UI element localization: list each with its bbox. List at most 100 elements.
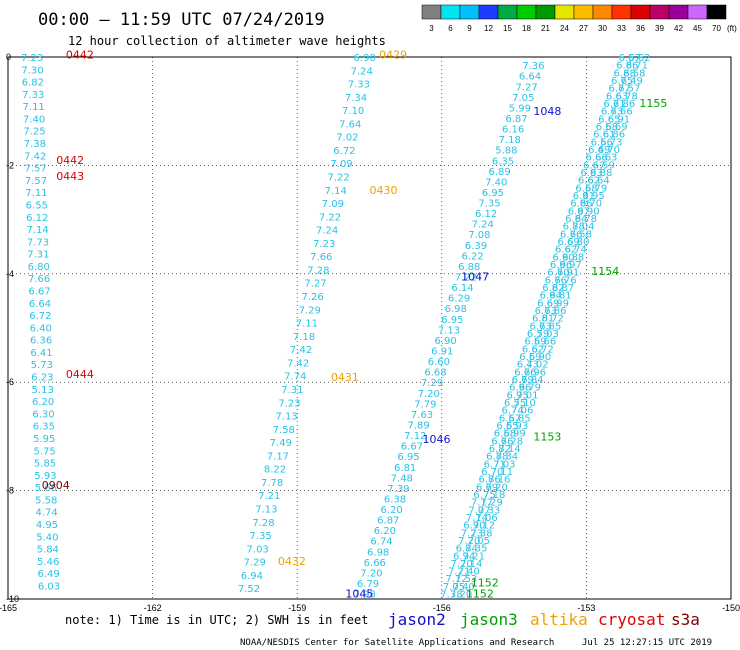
swh-point-jason3: 6.73: [529, 321, 551, 332]
time-label-jason3: 1152: [471, 577, 499, 590]
swh-point-jason3: 6.59: [519, 352, 541, 363]
swh-point-s3a: 6.67: [28, 287, 50, 298]
swh-point-altika: 7.13: [275, 412, 297, 423]
swh-point-altika: 7.10: [342, 106, 364, 117]
swh-point-jason3: 6.57: [499, 413, 521, 424]
colorbar-swatch: [421, 4, 442, 20]
time-label-jason3: 1154: [591, 265, 619, 278]
colorbar-label: 27: [579, 24, 588, 33]
swh-point-cryosat: 7.33: [478, 505, 500, 516]
swh-point-cryosat: 7.18: [483, 490, 505, 501]
swh-point-jason3: 6.58: [575, 183, 597, 194]
swh-point-jason3: 6.96: [550, 260, 572, 271]
swh-point-jason3: 7.17: [471, 498, 493, 509]
colorbar-swatch: [497, 4, 518, 20]
colorbar-label: 24: [560, 24, 569, 33]
swh-point-jason2: 6.91: [431, 346, 453, 357]
swh-point-jason3: 6.67: [583, 160, 605, 171]
swh-point-s3a: 5.40: [36, 532, 58, 543]
swh-point-jason3: 6.86: [570, 199, 592, 210]
swh-point-s3a: 5.75: [34, 446, 56, 457]
swh-point-jason2: 7.63: [411, 410, 433, 421]
swh-point-jason2: 7.13: [438, 325, 460, 336]
swh-point-cryosat: 6.84: [521, 375, 543, 386]
swh-point-cryosat: 6.70: [598, 145, 620, 156]
swh-point-s3a: 5.85: [34, 459, 56, 470]
swh-point-jason3: 6.82: [542, 283, 564, 294]
swh-point-cryosat: 6.88: [590, 168, 612, 179]
swh-point-jason3: 7.21: [448, 567, 470, 578]
swh-point-cryosat: 6.99: [547, 298, 569, 309]
swh-point-jason2: 6.95: [397, 452, 419, 463]
swh-point-jason3: 7.38: [440, 590, 462, 601]
swh-point-s3a: 6.72: [29, 311, 51, 322]
swh-point-jason2: 6.90: [435, 336, 457, 347]
swh-point-jason3: 6.58: [494, 429, 516, 440]
swh-point-cryosat: 7.40: [458, 567, 480, 578]
swh-point-jason3: 6.49: [588, 145, 610, 156]
swh-point-jason3: 6.94: [540, 291, 562, 302]
time-label-cryosat: 0444: [66, 368, 94, 381]
colorbar-label: 18: [522, 24, 531, 33]
swh-point-s3a: 7.38: [24, 139, 46, 150]
swh-point-altika: 7.14: [325, 186, 347, 197]
swh-point-cryosat: 6.64: [588, 176, 610, 187]
colorbar-label: 6: [448, 24, 453, 33]
swh-point-cryosat: 6.90: [577, 206, 599, 217]
swh-point-jason3: 6.58: [596, 122, 618, 133]
swh-point-jason3: 6.57: [619, 53, 641, 64]
swh-point-cryosat: 7.34: [496, 452, 518, 463]
swh-point-altika: 7.02: [336, 133, 358, 144]
swh-point-s3a: 5.84: [37, 545, 59, 556]
swh-point-altika: 7.22: [328, 173, 350, 184]
swh-point-jason2: 6.64: [519, 72, 541, 83]
swh-point-altika: 6.94: [241, 571, 263, 582]
swh-point-cryosat: 6.72: [531, 344, 553, 355]
swh-point-altika: 7.49: [270, 438, 292, 449]
swh-point-altika: 7.11: [296, 319, 318, 330]
swh-point-jason3: 7.14: [466, 513, 488, 524]
swh-point-jason2: 6.67: [401, 442, 423, 453]
swh-point-jason2: 6.95: [441, 315, 463, 326]
legend-item-cryosat: cryosat: [598, 610, 665, 629]
swh-point-jason2: 6.68: [424, 368, 446, 379]
swh-point-jason3: 7.12: [445, 574, 467, 585]
swh-point-cryosat: 6.86: [544, 306, 566, 317]
time-label-altika: 0432: [278, 555, 306, 568]
colorbar-swatch: [459, 4, 480, 20]
time-label-jason3: 1152: [466, 588, 494, 601]
swh-point-jason2: 6.39: [465, 241, 487, 252]
swh-point-jason3: 6.55: [496, 421, 518, 432]
swh-point-s3a: 6.49: [37, 569, 59, 580]
swh-point-cryosat: 7.28: [501, 436, 523, 447]
swh-point-jason2: 6.98: [367, 547, 389, 558]
swh-point-jason2: 7.35: [478, 199, 500, 210]
x-tick-label: -159: [288, 603, 306, 613]
swh-point-jason2: 6.74: [370, 537, 392, 548]
swh-point-s3a: 6.03: [38, 581, 60, 592]
swh-point-jason3: 6.84: [565, 214, 587, 225]
swh-point-s3a: 7.33: [22, 90, 44, 101]
swh-point-jason3: 6.66: [586, 153, 608, 164]
y-tick-label: -8: [6, 486, 14, 496]
swh-point-jason3: 6.91: [573, 191, 595, 202]
swh-point-cryosat: 6.91: [608, 114, 630, 125]
colorbar-label: 33: [617, 24, 626, 33]
swh-point-cryosat: 6.66: [534, 337, 556, 348]
swh-point-altika: 7.18: [293, 332, 315, 343]
colorbar-label: 15: [503, 24, 512, 33]
swh-point-cryosat: 7.21: [463, 551, 485, 562]
swh-point-jason3: 6.62: [522, 344, 544, 355]
time-label-s3a: 0904: [42, 479, 70, 492]
colorbar-swatch: [592, 4, 613, 20]
swh-point-jason2: 6.20: [374, 526, 396, 537]
swh-point-cryosat: 6.71: [626, 61, 648, 72]
swh-point-jason3: 7.07: [468, 505, 490, 516]
swh-point-cryosat: 6.49: [621, 76, 643, 87]
swh-point-jason3: 6.61: [593, 130, 615, 141]
swh-point-cryosat: 7.04: [572, 222, 594, 233]
swh-point-jason3: 6.70: [547, 268, 569, 279]
colorbar-label: 3: [429, 24, 434, 33]
swh-point-jason3: 6.69: [476, 482, 498, 493]
